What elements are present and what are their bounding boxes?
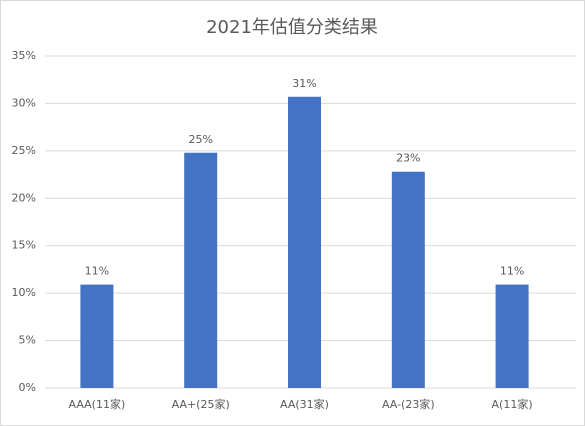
value-label: 11% <box>85 265 109 278</box>
x-tick-label: A(11家) <box>492 397 533 411</box>
value-label: 23% <box>396 152 420 165</box>
value-label: 25% <box>188 133 212 146</box>
bar <box>288 96 321 388</box>
y-tick-label: 0% <box>19 381 36 394</box>
y-tick-label: 20% <box>12 191 36 204</box>
x-tick-label: AA-(23家) <box>382 397 435 411</box>
y-tick-label: 15% <box>12 239 36 252</box>
bar <box>184 152 218 388</box>
y-tick-label: 35% <box>12 49 36 62</box>
y-tick-label: 5% <box>19 334 36 347</box>
value-label: 11% <box>500 265 524 278</box>
y-tick-label: 10% <box>12 286 36 299</box>
chart-title: 2021年估值分类结果 <box>206 17 378 38</box>
x-tick-label: AAA(11家) <box>69 397 126 411</box>
bar <box>80 284 114 388</box>
y-tick-label: 30% <box>12 96 36 109</box>
x-tick-label: AA+(25家) <box>172 397 230 411</box>
y-tick-label: 25% <box>12 144 36 157</box>
value-label: 31% <box>292 77 316 90</box>
bar <box>495 284 529 388</box>
bar <box>391 171 425 388</box>
x-tick-label: AA(31家) <box>280 397 329 411</box>
